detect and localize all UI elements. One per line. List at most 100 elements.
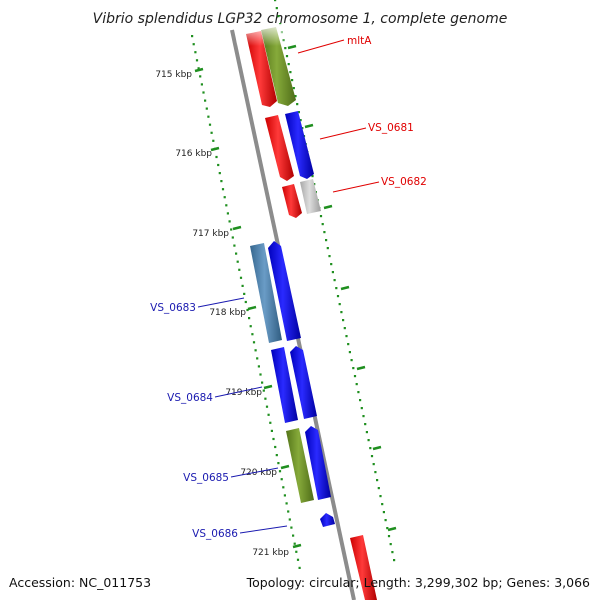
inner-dotted-track-dot	[288, 518, 291, 521]
outer-dotted-track-dot	[393, 559, 396, 562]
tick-label-715: 715 kbp	[155, 70, 192, 80]
gene-label-vs0685[interactable]: VS_0685	[183, 472, 229, 484]
tick-label-718: 718 kbp	[209, 308, 246, 318]
inner-dotted-track-dot	[200, 83, 203, 86]
gene-vs0681-blue[interactable]	[285, 111, 314, 179]
inner-dotted-track-dot	[274, 445, 277, 449]
inner-dotted-track-dot	[293, 542, 296, 545]
inner-dotted-track-dot	[277, 462, 280, 465]
gene-mltA-olive[interactable]	[261, 27, 296, 106]
inner-dotted-track-dot	[264, 397, 267, 400]
label-leaders	[197, 39, 380, 534]
gene-vs0684-blue-b[interactable]	[290, 346, 317, 419]
inner-dotted-track-dot	[239, 276, 243, 279]
outer-dotted-track-dot	[299, 119, 302, 122]
outer-dotted-track-dot	[285, 55, 289, 58]
outer-tick	[304, 123, 314, 129]
inner-dotted-track-dot	[210, 131, 213, 134]
inner-dotted-track-dot	[194, 51, 197, 54]
inner-dotted-track-dot	[249, 325, 252, 328]
outer-dotted-track-dot	[291, 79, 294, 82]
outer-tick	[287, 44, 297, 50]
inner-dotted-track-dot	[228, 220, 231, 223]
outer-dotted-track-dot	[372, 463, 375, 466]
outer-dotted-track-dot	[330, 263, 333, 266]
inner-dotted-track-dot	[262, 389, 265, 392]
inner-dotted-track-dot	[283, 494, 286, 497]
outer-dotted-track-dot	[311, 175, 314, 178]
outer-dotted-track-dot	[274, 0, 277, 2]
tick-label-719: 719 kbp	[225, 388, 262, 398]
inner-dotted-track-dot	[259, 373, 262, 376]
gene-vs0682-gray[interactable]	[300, 179, 321, 214]
gene-vs0683-blue[interactable]	[268, 241, 301, 341]
outer-dotted-track-dot	[340, 311, 343, 314]
inner-dotted-track-dot	[257, 365, 260, 368]
outer-dotted-track-dot	[359, 399, 362, 402]
gene-label-vs0682[interactable]: VS_0682	[381, 176, 427, 188]
inner-dotted-track-dot	[269, 421, 272, 424]
outer-dotted-track-dot	[292, 87, 295, 90]
inner-dotted-track-dot	[256, 357, 259, 360]
outer-tick	[356, 365, 366, 371]
outer-dotted-track-dot	[343, 327, 346, 330]
leader-vs0683	[197, 297, 245, 308]
inner-dotted-track-dot	[296, 558, 300, 561]
outer-dotted-track-dot	[381, 503, 384, 506]
gene-labels: mltA VS_0681 VS_0682 VS_0683 VS_0684 VS_…	[150, 35, 427, 540]
inner-dotted-track-dot	[230, 228, 233, 231]
outer-dotted-track-dot	[294, 95, 297, 98]
gene-vs0682-red[interactable]	[282, 184, 302, 218]
outer-dotted-track-dot	[367, 439, 370, 442]
inner-dotted-track-dot	[223, 196, 226, 199]
tick-715-kbp	[194, 67, 204, 73]
outer-dotted-track-dot	[319, 215, 323, 218]
outer-dotted-track-dot	[289, 71, 292, 74]
gene-vs0685-olive[interactable]	[286, 428, 314, 503]
tick-718-kbp	[247, 305, 257, 311]
gene-label-vs0681[interactable]: VS_0681	[368, 122, 414, 134]
gene-mltA-red[interactable]	[246, 31, 277, 107]
gene-vs0683-steel[interactable]	[250, 243, 282, 343]
scale-ticks: 715 kbp 716 kbp 717 kbp 718 kbp 719 kbp …	[155, 44, 397, 558]
tick-label-721: 721 kbp	[252, 548, 289, 558]
inner-dotted-track-dot	[290, 526, 293, 529]
gene-vs0681-red[interactable]	[265, 115, 294, 181]
inner-dotted-track-dot	[265, 405, 269, 408]
leader-vs0685	[230, 467, 279, 478]
outer-dotted-track-dot	[370, 455, 374, 458]
gene-label-mltA[interactable]: mltA	[347, 35, 372, 47]
outer-dotted-track-dot	[357, 391, 360, 394]
inner-dotted-track-dot	[202, 91, 205, 94]
inner-dotted-track-dot	[199, 75, 202, 78]
gene-vs0685-blue[interactable]	[305, 426, 331, 500]
inner-dotted-track-dot	[217, 163, 220, 167]
inner-dotted-track-dot	[197, 67, 200, 70]
gene-bottom-red[interactable]	[350, 535, 377, 600]
gene-vs0684-blue-a[interactable]	[271, 347, 298, 423]
accession-text: Accession: NC_011753	[9, 575, 151, 590]
inner-dotted-track-dot	[218, 172, 221, 175]
outer-dotted-track-dot	[336, 295, 340, 298]
gene-label-vs0683[interactable]: VS_0683	[150, 302, 196, 314]
outer-dotted-track-dot	[377, 487, 380, 490]
outer-tick	[372, 445, 382, 451]
outer-dotted-track-dot	[277, 15, 280, 18]
inner-dotted-track-dot	[205, 107, 208, 110]
inner-dotted-track-dot	[192, 43, 195, 46]
outer-dotted-track-dot	[360, 407, 363, 410]
gene-vs0686-blue[interactable]	[320, 513, 335, 527]
inner-dotted-track-dot	[238, 268, 241, 271]
inner-dotted-track-dot	[285, 502, 288, 505]
outer-dotted-track-dot	[389, 543, 392, 546]
outer-dotted-track-dot	[355, 383, 358, 386]
inner-dotted-track-dot	[220, 180, 223, 183]
gene-features	[236, 24, 377, 600]
outer-dotted-track-dot	[333, 279, 336, 282]
inner-dotted-track-dot	[282, 486, 285, 489]
inner-dotted-track-dot	[244, 300, 247, 304]
gene-label-vs0686[interactable]: VS_0686	[192, 528, 238, 540]
inner-dotted-track-dot	[207, 115, 210, 118]
gene-label-vs0684[interactable]: VS_0684	[167, 392, 213, 404]
inner-dotted-track-dot	[233, 244, 236, 247]
